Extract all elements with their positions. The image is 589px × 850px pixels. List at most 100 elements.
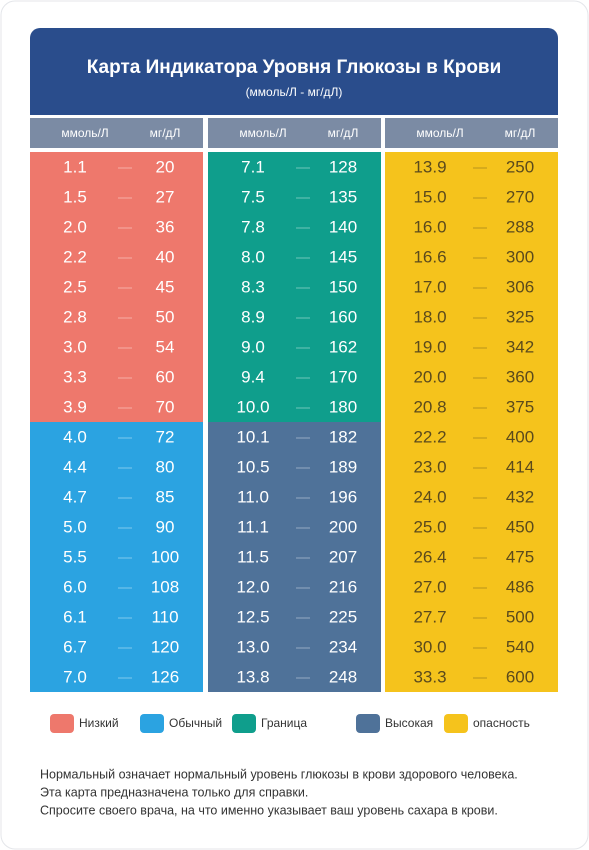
mg-value: 128 (329, 157, 357, 176)
column-header-band (30, 118, 203, 148)
mmol-value: 2.2 (63, 247, 87, 266)
mmol-value: 11.5 (237, 547, 269, 566)
mg-value: 600 (506, 667, 534, 686)
mmol-value: 6.1 (63, 607, 87, 626)
mg-value: 120 (151, 637, 179, 656)
mg-value: 50 (156, 307, 175, 326)
column-header: мг/дЛ (505, 126, 536, 140)
mg-value: 27 (156, 187, 175, 206)
mmol-value: 11.0 (237, 487, 269, 506)
mg-value: 135 (329, 187, 357, 206)
mg-value: 432 (506, 487, 534, 506)
column-header: мг/дЛ (150, 126, 181, 140)
mg-value: 54 (156, 337, 175, 356)
zone-block (30, 152, 203, 422)
mg-value: 196 (329, 487, 357, 506)
mmol-value: 13.9 (413, 157, 446, 176)
mmol-value: 11.1 (237, 517, 269, 536)
column-header-band (208, 118, 381, 148)
mmol-value: 2.5 (63, 277, 87, 296)
mg-value: 500 (506, 607, 534, 626)
mmol-value: 2.0 (63, 217, 87, 236)
mmol-value: 5.5 (63, 547, 87, 566)
mg-value: 60 (156, 367, 175, 386)
mmol-value: 24.0 (413, 487, 446, 506)
mmol-value: 6.0 (63, 577, 87, 596)
column-header: ммоль/Л (239, 126, 286, 140)
zone-block (208, 152, 381, 422)
mg-value: 225 (329, 607, 357, 626)
mg-value: 207 (329, 547, 357, 566)
mg-value: 189 (329, 457, 357, 476)
mmol-value: 10.0 (236, 397, 269, 416)
mmol-value: 7.5 (241, 187, 265, 206)
mg-value: 450 (506, 517, 534, 536)
mg-value: 100 (151, 547, 179, 566)
mmol-value: 3.0 (63, 337, 87, 356)
legend-swatch (232, 714, 256, 733)
mmol-value: 5.0 (63, 517, 87, 536)
mmol-value: 8.9 (241, 307, 265, 326)
mmol-value: 3.3 (63, 367, 87, 386)
mmol-value: 4.4 (63, 457, 87, 476)
mmol-value: 7.1 (241, 157, 265, 176)
mmol-value: 23.0 (413, 457, 446, 476)
mg-value: 250 (506, 157, 534, 176)
legend-label: Высокая (385, 716, 433, 730)
mg-value: 414 (506, 457, 534, 476)
mmol-value: 19.0 (413, 337, 446, 356)
zone-block (30, 422, 203, 692)
mg-value: 145 (329, 247, 357, 266)
mg-value: 72 (156, 427, 175, 446)
legend-label: Обычный (169, 716, 222, 730)
title: Карта Индикатора Уровня Глюкозы в Крови (87, 57, 502, 78)
zone-block (385, 152, 558, 692)
legend-swatch (140, 714, 164, 733)
mg-value: 300 (506, 247, 534, 266)
legend-swatch (50, 714, 74, 733)
mg-value: 85 (156, 487, 175, 506)
mg-value: 150 (329, 277, 357, 296)
legend-label: опасность (473, 716, 530, 730)
mmol-value: 12.5 (236, 607, 269, 626)
mmol-value: 26.4 (413, 547, 446, 566)
legend-swatch (444, 714, 468, 733)
mg-value: 36 (156, 217, 175, 236)
mmol-value: 20.8 (413, 397, 446, 416)
mg-value: 200 (329, 517, 357, 536)
mg-value: 162 (329, 337, 357, 356)
legend-label: Низкий (79, 716, 119, 730)
mmol-value: 1.5 (63, 187, 87, 206)
mg-value: 248 (329, 667, 357, 686)
mmol-value: 17.0 (413, 277, 446, 296)
mmol-value: 13.0 (236, 637, 269, 656)
mmol-value: 27.0 (413, 577, 446, 596)
mg-value: 360 (506, 367, 534, 386)
mmol-value: 18.0 (413, 307, 446, 326)
mmol-value: 10.1 (236, 427, 269, 446)
mg-value: 475 (506, 547, 534, 566)
mmol-value: 3.9 (63, 397, 87, 416)
mg-value: 70 (156, 397, 175, 416)
header-band (30, 28, 558, 115)
mg-value: 90 (156, 517, 175, 536)
mg-value: 540 (506, 637, 534, 656)
mg-value: 325 (506, 307, 534, 326)
mmol-value: 7.8 (241, 217, 265, 236)
mmol-value: 2.8 (63, 307, 87, 326)
mmol-value: 16.0 (413, 217, 446, 236)
mg-value: 45 (156, 277, 175, 296)
mg-value: 180 (329, 397, 357, 416)
mg-value: 182 (329, 427, 357, 446)
footer-line: Спросите своего врача, на что именно ука… (40, 803, 498, 817)
mg-value: 160 (329, 307, 357, 326)
mmol-value: 9.4 (241, 367, 265, 386)
mg-value: 108 (151, 577, 179, 596)
mg-value: 216 (329, 577, 357, 596)
mmol-value: 6.7 (63, 637, 87, 656)
mg-value: 400 (506, 427, 534, 446)
mg-value: 375 (506, 397, 534, 416)
mmol-value: 22.2 (413, 427, 446, 446)
mmol-value: 33.3 (413, 667, 446, 686)
